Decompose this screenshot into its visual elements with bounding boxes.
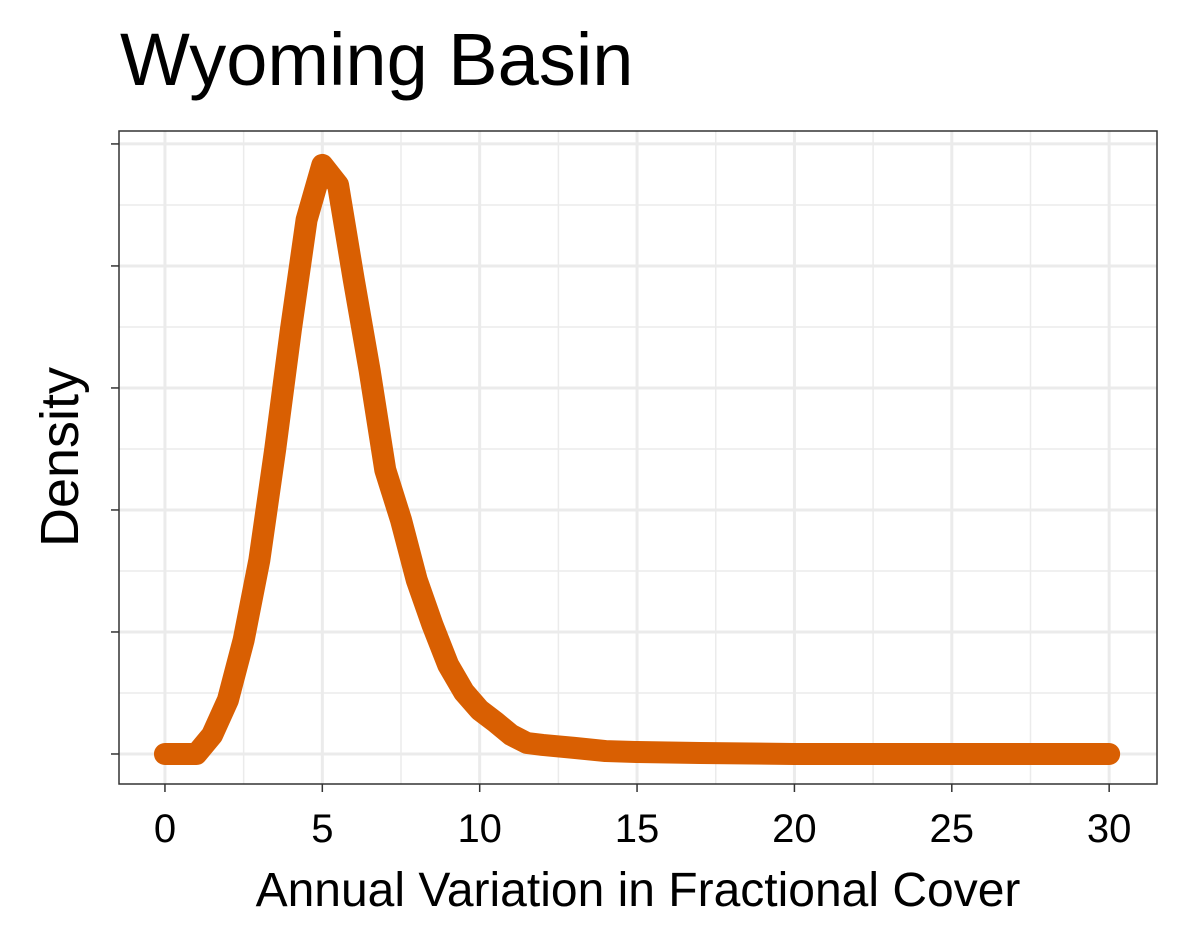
chart-title: Wyoming Basin bbox=[120, 18, 633, 101]
grid bbox=[119, 131, 1157, 784]
y-axis-label: Density bbox=[30, 367, 90, 547]
plot-area bbox=[153, 153, 1121, 765]
axes: 0 5 10 15 20 25 30 bbox=[111, 143, 1132, 851]
x-tick-label: 20 bbox=[772, 807, 817, 851]
density-line bbox=[153, 153, 1121, 765]
x-tick-label: 30 bbox=[1087, 807, 1132, 851]
x-tick-label: 10 bbox=[457, 807, 502, 851]
x-tick-label: 5 bbox=[311, 807, 333, 851]
x-axis-label: Annual Variation in Fractional Cover bbox=[256, 864, 1021, 917]
x-tick-label: 15 bbox=[615, 807, 660, 851]
panel-border bbox=[118, 130, 1158, 785]
x-tick-label: 0 bbox=[154, 807, 176, 851]
x-tick-label: 25 bbox=[930, 807, 975, 851]
